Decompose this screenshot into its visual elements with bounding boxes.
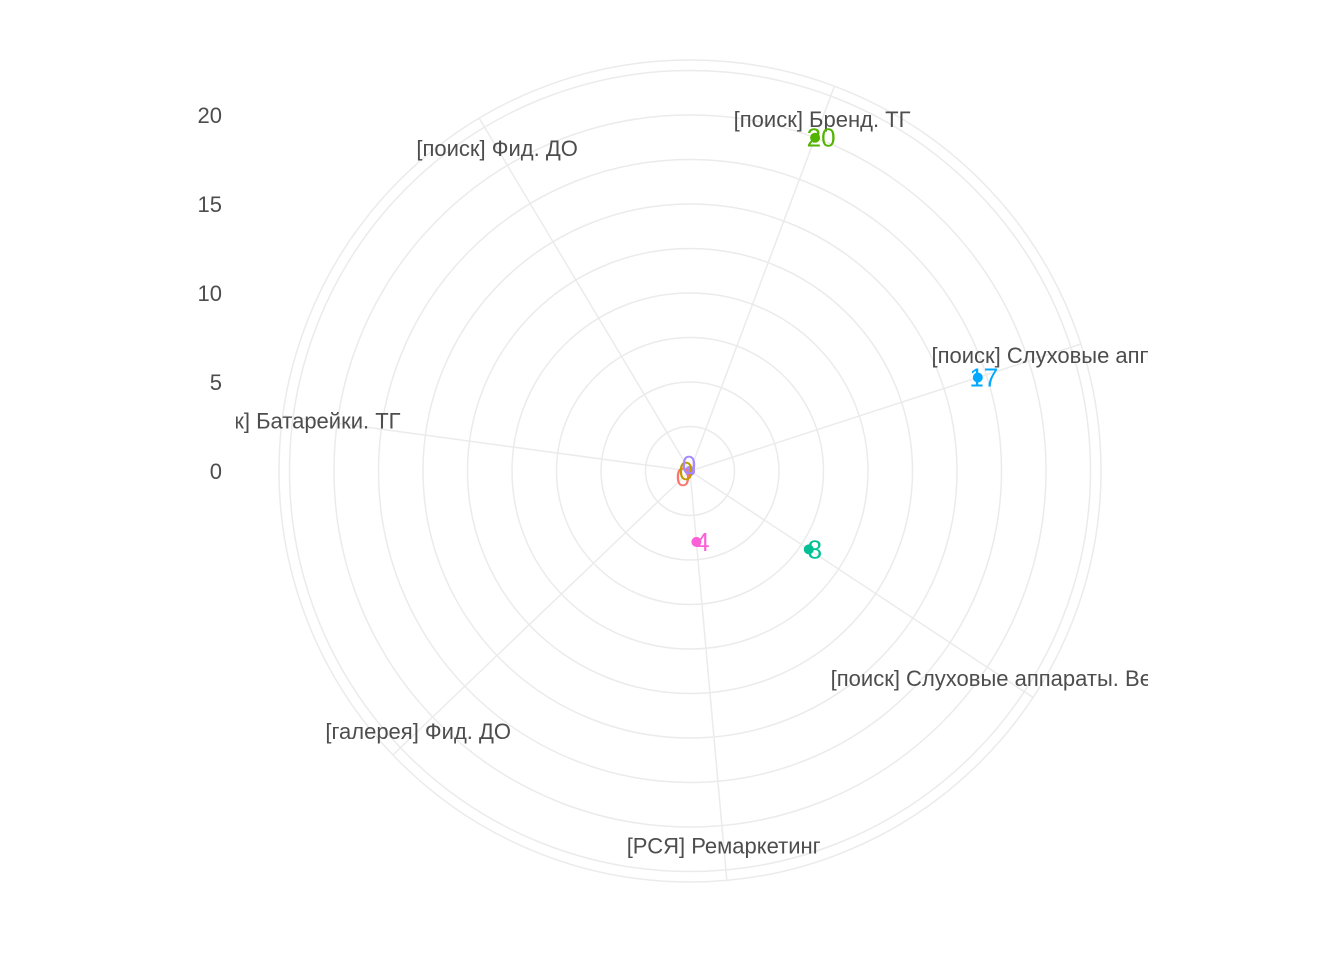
grid-layer: [278, 59, 1102, 883]
value-label: 17: [969, 363, 998, 393]
grid-spoke: [689, 343, 1082, 472]
grid-ring: [333, 114, 1047, 828]
category-label: [поиск] Слуховые аппа: [931, 343, 1164, 368]
r-axis-tick-label: 15: [198, 192, 222, 217]
value-label: 4: [695, 527, 709, 557]
grid-ring: [511, 292, 869, 650]
grid-ring: [555, 336, 825, 606]
grid-spoke: [478, 117, 691, 472]
value-label: 0: [682, 450, 696, 480]
category-label: [поиск] Бренд. ТГ: [734, 107, 911, 132]
category-label: [галерея] Фид. ДО: [325, 719, 511, 744]
grid-spoke: [689, 85, 836, 472]
data-points: [685, 132, 983, 555]
grid-ring: [466, 247, 914, 695]
category-label: [поиск] Фид. ДО: [416, 136, 578, 161]
grid-spoke: [689, 470, 1034, 699]
grid-spoke: [282, 415, 691, 472]
value-label: 0: [676, 462, 690, 492]
grid-spoke: [392, 470, 691, 756]
data-point: [691, 536, 702, 547]
grid-ring: [422, 203, 958, 739]
grid-ring: [278, 59, 1102, 883]
r-axis-tick-label: 0: [210, 459, 222, 484]
category-label: [поиск] Слуховые аппараты. Венд: [831, 666, 1177, 691]
category-label: [РСЯ] Ремаркетинг: [627, 834, 821, 859]
value-labels: 20 17 8 4 000: [676, 123, 998, 565]
data-point: [803, 544, 814, 555]
value-label: 20: [807, 123, 836, 153]
r-axis-tick-label: 5: [210, 370, 222, 395]
data-point: [810, 132, 821, 143]
data-point: [685, 466, 695, 476]
r-axis-tick-label: 10: [198, 281, 222, 306]
r-axis-tick-label: 20: [198, 103, 222, 128]
value-label: 8: [808, 534, 822, 564]
category-labels: [поиск] Бренд. ТГ [поиск] Слуховые аппа [п…: [234, 107, 1177, 859]
grid-ring: [377, 158, 1003, 784]
grid-ring: [600, 381, 780, 561]
value-label: 0: [679, 456, 693, 486]
data-point: [972, 372, 983, 383]
grid-ring: [644, 425, 736, 517]
grid-ring: [288, 69, 1092, 873]
r-axis-tick-labels: 0 5 10 15 20: [198, 103, 222, 484]
category-label: к] Батарейки. ТГ: [234, 409, 400, 434]
